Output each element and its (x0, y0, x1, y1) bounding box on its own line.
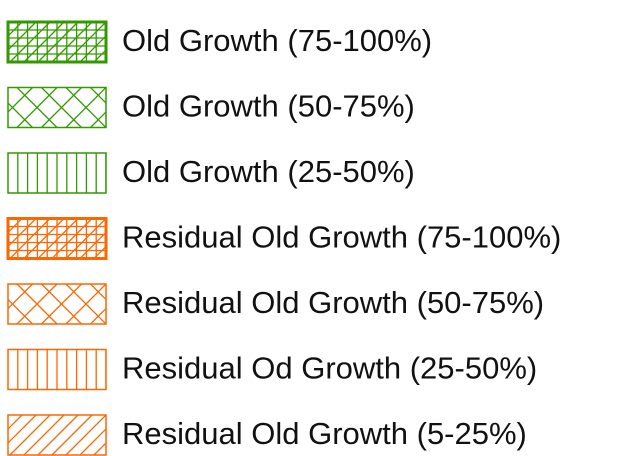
legend-swatch (17, 153, 106, 193)
legend-swatch-border (7, 348, 107, 391)
legend-label: Residual Old Growth (75-100%) (122, 220, 561, 255)
legend-swatch (17, 349, 106, 390)
legend-swatch-border (7, 86, 107, 129)
legend-swatch (8, 284, 106, 324)
legend-swatch-border (6, 217, 108, 260)
legend-swatch (8, 87, 106, 128)
legend-label: Residual Od Growth (25-50%) (122, 351, 537, 386)
legend-swatch (8, 415, 106, 455)
legend-label: Old Growth (50-75%) (122, 89, 415, 124)
legend-swatch-border (6, 20, 108, 64)
legend-label: Residual Old Growth (5-25%) (122, 416, 527, 451)
legend-label: Old Growth (75-100%) (122, 23, 432, 58)
legend-swatch-border (7, 414, 107, 456)
legend-swatch-border (7, 152, 107, 194)
legend-swatch-border (7, 283, 107, 325)
legend-label: Residual Old Growth (50-75%) (122, 285, 544, 320)
legend-swatch (8, 22, 106, 62)
legend-swatch (8, 218, 106, 259)
legend-label: Old Growth (25-50%) (122, 154, 415, 189)
